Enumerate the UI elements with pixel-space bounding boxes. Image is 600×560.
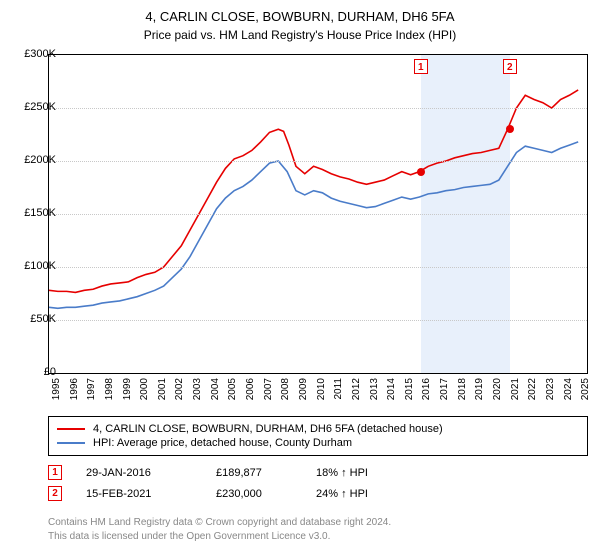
sale-dot bbox=[417, 168, 425, 176]
footer-line: Contains HM Land Registry data © Crown c… bbox=[48, 516, 391, 530]
x-tick-label: 1997 bbox=[86, 378, 97, 400]
x-tick-label: 1995 bbox=[51, 378, 62, 400]
x-tick-label: 2018 bbox=[457, 378, 468, 400]
x-tick-label: 2014 bbox=[386, 378, 397, 400]
x-tick-label: 2017 bbox=[439, 378, 450, 400]
legend-row: HPI: Average price, detached house, Coun… bbox=[57, 436, 579, 450]
sale-price: £189,877 bbox=[216, 467, 316, 479]
chart-subtitle: Price paid vs. HM Land Registry's House … bbox=[0, 26, 600, 42]
x-tick-label: 2021 bbox=[510, 378, 521, 400]
x-tick-label: 2012 bbox=[351, 378, 362, 400]
footer-line: This data is licensed under the Open Gov… bbox=[48, 530, 391, 544]
sale-index-box: 2 bbox=[48, 486, 62, 501]
legend-label: HPI: Average price, detached house, Coun… bbox=[93, 437, 352, 449]
sales-row: 1 29-JAN-2016 £189,877 18% ↑ HPI bbox=[48, 462, 588, 483]
sale-index-box: 1 bbox=[48, 465, 62, 480]
x-tick-label: 2010 bbox=[316, 378, 327, 400]
plot-area: 12 bbox=[48, 54, 588, 374]
footer-attribution: Contains HM Land Registry data © Crown c… bbox=[48, 516, 391, 543]
legend-box: 4, CARLIN CLOSE, BOWBURN, DURHAM, DH6 5F… bbox=[48, 416, 588, 456]
x-tick-label: 2015 bbox=[404, 378, 415, 400]
x-tick-label: 2019 bbox=[474, 378, 485, 400]
x-tick-label: 2025 bbox=[580, 378, 591, 400]
x-tick-label: 2016 bbox=[421, 378, 432, 400]
legend-swatch bbox=[57, 442, 85, 444]
x-tick-label: 2013 bbox=[369, 378, 380, 400]
sale-marker-box: 2 bbox=[503, 59, 517, 74]
x-tick-label: 2020 bbox=[492, 378, 503, 400]
x-tick-label: 2001 bbox=[157, 378, 168, 400]
sale-dot bbox=[506, 125, 514, 133]
x-tick-label: 1998 bbox=[104, 378, 115, 400]
x-tick-label: 2007 bbox=[263, 378, 274, 400]
x-tick-label: 2023 bbox=[545, 378, 556, 400]
legend-label: 4, CARLIN CLOSE, BOWBURN, DURHAM, DH6 5F… bbox=[93, 423, 443, 435]
x-tick-label: 2011 bbox=[333, 378, 344, 400]
x-tick-label: 2006 bbox=[245, 378, 256, 400]
x-tick-label: 2004 bbox=[210, 378, 221, 400]
legend-row: 4, CARLIN CLOSE, BOWBURN, DURHAM, DH6 5F… bbox=[57, 422, 579, 436]
chart-title: 4, CARLIN CLOSE, BOWBURN, DURHAM, DH6 5F… bbox=[0, 0, 600, 26]
sale-delta: 24% ↑ HPI bbox=[316, 488, 426, 500]
chart-container: 4, CARLIN CLOSE, BOWBURN, DURHAM, DH6 5F… bbox=[0, 0, 600, 560]
y-tick-label: £250K bbox=[6, 101, 56, 113]
y-tick-label: £200K bbox=[6, 154, 56, 166]
sale-date: 29-JAN-2016 bbox=[86, 467, 216, 479]
x-tick-label: 2002 bbox=[174, 378, 185, 400]
y-tick-label: £50K bbox=[6, 313, 56, 325]
x-tick-label: 1996 bbox=[69, 378, 80, 400]
y-tick-label: £100K bbox=[6, 260, 56, 272]
sales-row: 2 15-FEB-2021 £230,000 24% ↑ HPI bbox=[48, 483, 588, 504]
sale-marker-box: 1 bbox=[414, 59, 428, 74]
x-tick-label: 2005 bbox=[227, 378, 238, 400]
x-tick-label: 2022 bbox=[527, 378, 538, 400]
y-tick-label: £300K bbox=[6, 48, 56, 60]
sales-table: 1 29-JAN-2016 £189,877 18% ↑ HPI 2 15-FE… bbox=[48, 462, 588, 504]
legend-swatch bbox=[57, 428, 85, 430]
x-tick-label: 2009 bbox=[298, 378, 309, 400]
sale-date: 15-FEB-2021 bbox=[86, 488, 216, 500]
y-tick-label: £0 bbox=[6, 366, 56, 378]
x-tick-label: 2024 bbox=[563, 378, 574, 400]
y-tick-label: £150K bbox=[6, 207, 56, 219]
x-tick-label: 2000 bbox=[139, 378, 150, 400]
x-tick-label: 2008 bbox=[280, 378, 291, 400]
x-tick-label: 1999 bbox=[122, 378, 133, 400]
sale-price: £230,000 bbox=[216, 488, 316, 500]
sale-delta: 18% ↑ HPI bbox=[316, 467, 426, 479]
x-tick-label: 2003 bbox=[192, 378, 203, 400]
